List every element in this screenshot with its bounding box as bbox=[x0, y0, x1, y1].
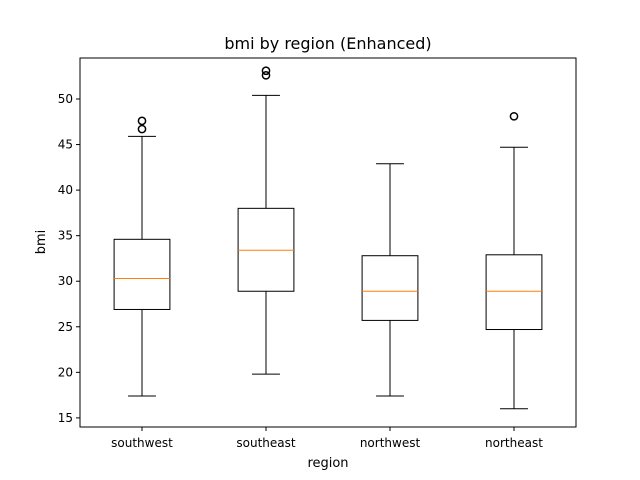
y-tick-label: 45 bbox=[58, 138, 73, 152]
box-group-southwest bbox=[113, 116, 171, 397]
x-tick-label: southeast bbox=[236, 436, 295, 450]
y-tick-label: 15 bbox=[58, 411, 73, 425]
x-tick-label: northeast bbox=[485, 436, 543, 450]
y-axis: 15 20 25 30 35 40 45 50 bbox=[58, 92, 80, 425]
iqr-box bbox=[361, 255, 419, 321]
iqr-box bbox=[113, 238, 171, 310]
x-axis-label: region bbox=[307, 456, 348, 471]
y-tick-label: 40 bbox=[58, 183, 73, 197]
x-tick-label: southwest bbox=[111, 436, 173, 450]
outlier-point bbox=[261, 70, 271, 80]
x-tick-label: northwest bbox=[360, 436, 421, 450]
outlier-point bbox=[261, 66, 271, 76]
box-group-southeast bbox=[237, 66, 295, 375]
y-tick-label: 50 bbox=[58, 92, 73, 106]
box-group-northwest bbox=[361, 163, 419, 397]
chart-title: bmi by region (Enhanced) bbox=[224, 34, 431, 53]
y-tick-label: 35 bbox=[58, 229, 73, 243]
y-axis-label: bmi bbox=[34, 230, 49, 255]
plot-frame bbox=[79, 57, 577, 428]
y-tick-label: 25 bbox=[58, 320, 73, 334]
y-tick-label: 20 bbox=[58, 365, 73, 379]
outlier-point bbox=[509, 111, 519, 121]
iqr-box bbox=[485, 254, 543, 331]
x-axis: southwest southeast northwest northeast bbox=[111, 427, 543, 450]
y-tick-label: 30 bbox=[58, 274, 73, 288]
plot-area bbox=[113, 66, 543, 410]
outlier-point bbox=[137, 116, 147, 126]
box-group-northeast bbox=[485, 111, 543, 410]
outlier-point bbox=[137, 124, 147, 134]
